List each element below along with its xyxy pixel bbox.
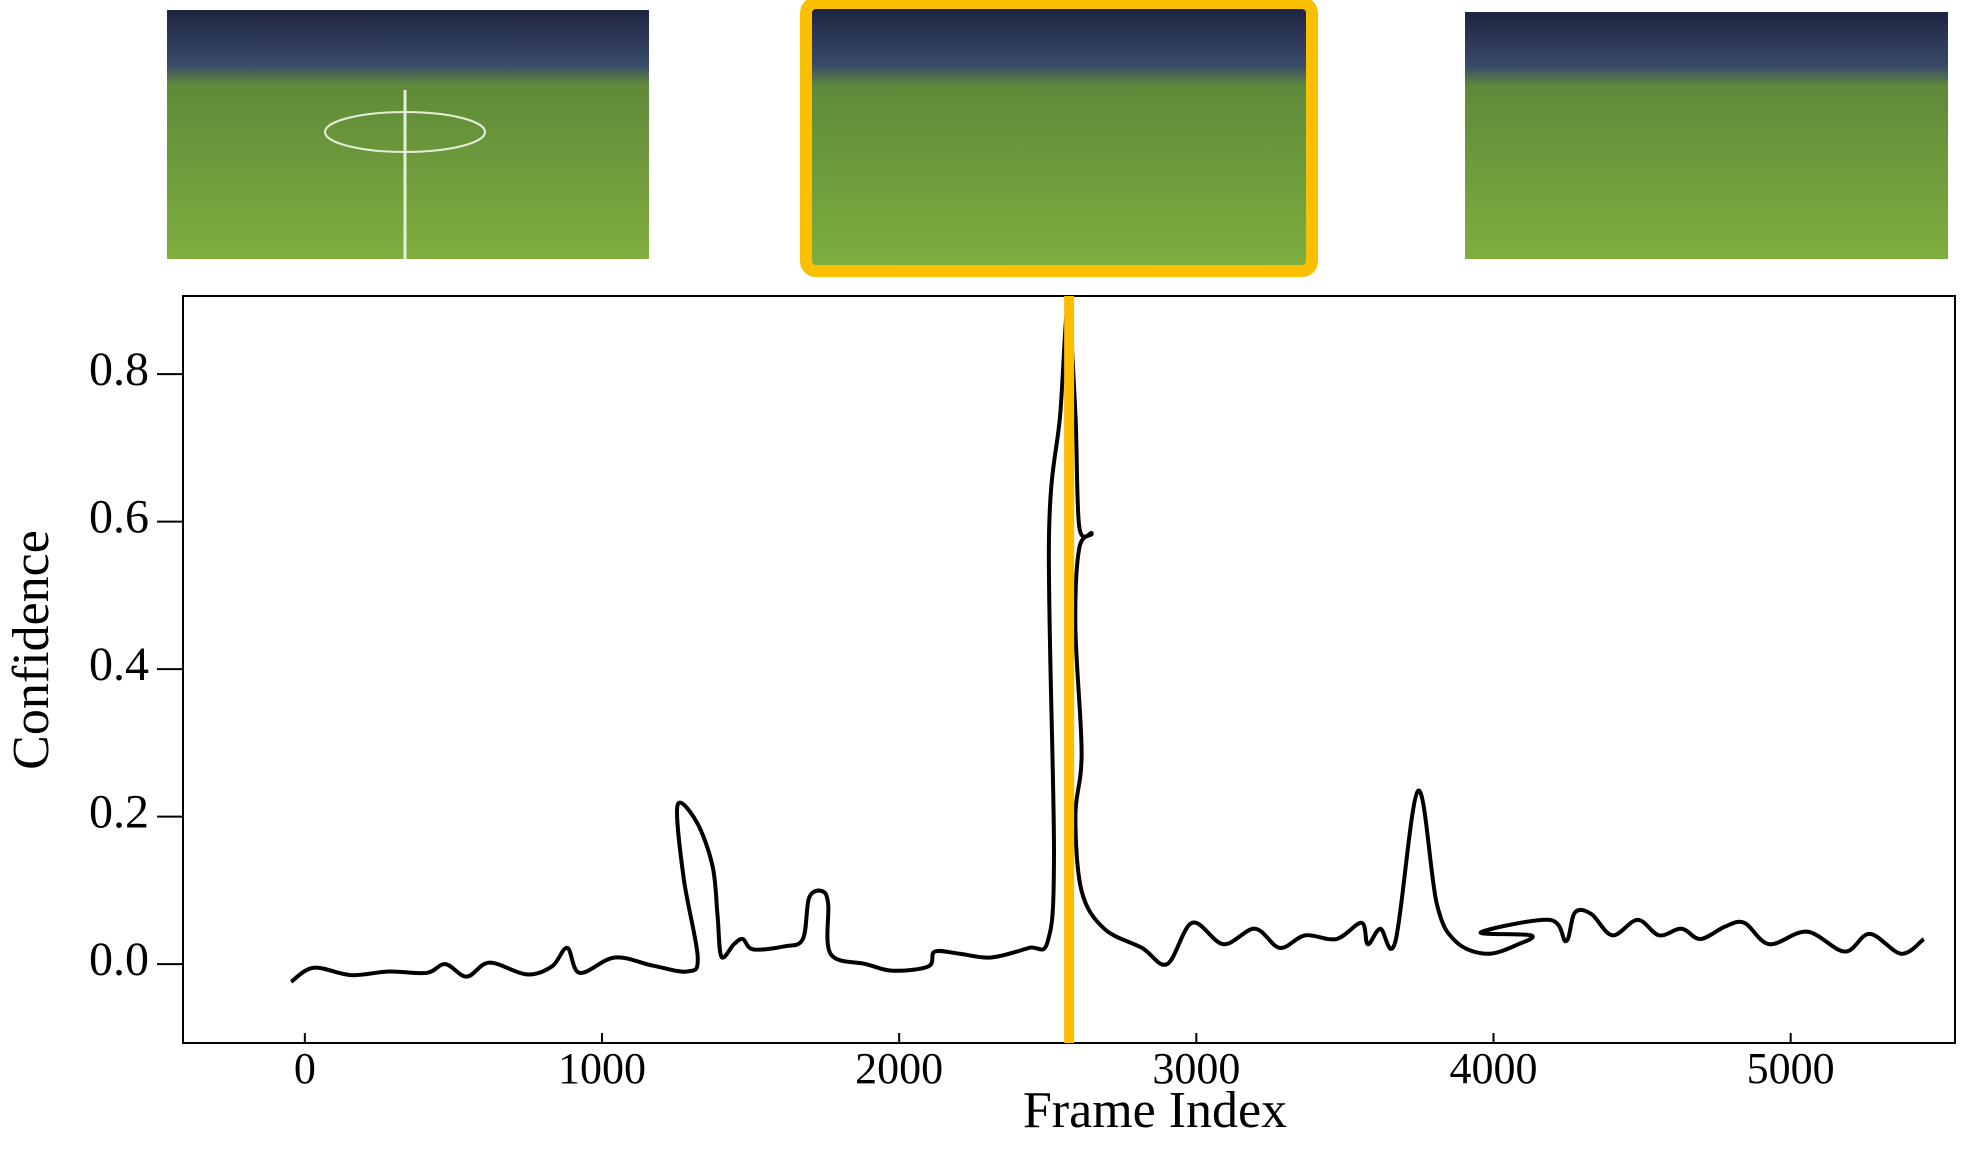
thumbnails	[167, 0, 1948, 277]
x-tick-label: 5000	[1747, 1044, 1835, 1093]
y-tick-label: 0.4	[89, 638, 149, 691]
x-tick-label: 1000	[558, 1044, 646, 1093]
selected-frame-border	[800, 0, 1318, 277]
thumbnail	[1465, 12, 1948, 259]
x-tick-label: 4000	[1450, 1044, 1538, 1093]
pitch-circle	[324, 111, 486, 153]
x-tick-label: 2000	[855, 1044, 943, 1093]
x-tick-label: 3000	[1152, 1044, 1240, 1093]
y-tick-label: 0.6	[89, 491, 149, 544]
y-axis-title: Confidence	[3, 530, 60, 770]
y-tick-label: 0.8	[89, 343, 149, 396]
confidence-line	[289, 305, 1926, 984]
y-tick-label: 0.0	[89, 933, 149, 986]
thumbnail	[167, 10, 649, 259]
x-tick-label: 0	[294, 1044, 316, 1093]
x-axis-title: Frame Index	[1023, 1082, 1287, 1139]
y-tick-label: 0.2	[89, 786, 149, 839]
thumbnail	[812, 8, 1306, 268]
